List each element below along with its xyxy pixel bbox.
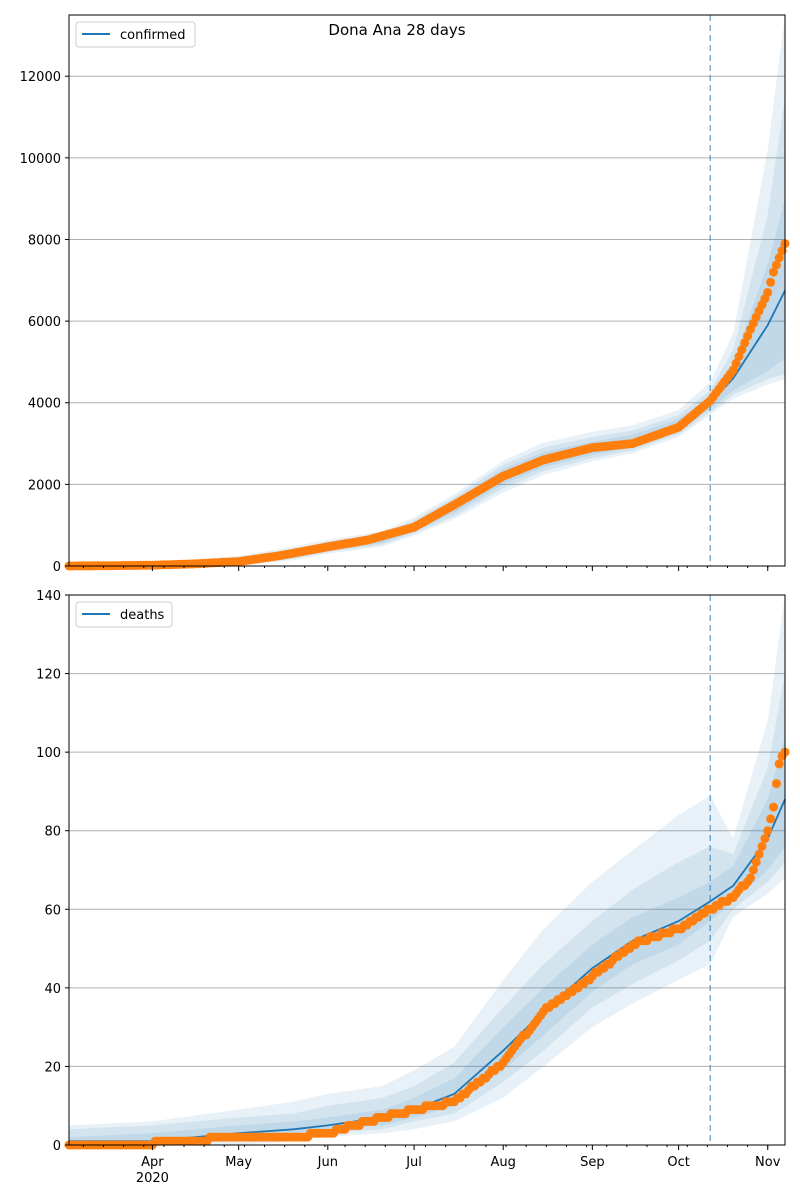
y-tick-label: 10000 bbox=[20, 152, 61, 167]
observed-point bbox=[751, 857, 761, 867]
observed-point bbox=[771, 779, 781, 789]
x-tick-label: May bbox=[225, 1155, 252, 1170]
observed-point bbox=[754, 849, 764, 859]
observed-point bbox=[757, 841, 767, 851]
y-tick-label: 40 bbox=[44, 982, 61, 997]
x-year-label: 2020 bbox=[136, 1171, 169, 1186]
panel-confirmed: 0 2000 4000 6000 8000 10000 12000 confirmed bbox=[20, 14, 790, 575]
legend-box-deaths bbox=[75, 601, 173, 628]
y-tick-label: 20 bbox=[44, 1060, 61, 1075]
x-axis-confirmed bbox=[82, 566, 769, 571]
x-tick-label: Aug bbox=[491, 1155, 516, 1170]
legend-label-deaths: deaths bbox=[120, 608, 165, 623]
y-axis-deaths: 0 20 40 60 80 100 120 140 bbox=[36, 589, 69, 1154]
observed-points-deaths bbox=[64, 747, 790, 1150]
x-tick-label: Jul bbox=[405, 1155, 422, 1170]
y-tick-label: 0 bbox=[53, 1139, 61, 1154]
y-tick-label: 100 bbox=[36, 746, 61, 761]
observed-point bbox=[740, 338, 750, 348]
grid-confirmed bbox=[69, 75, 785, 567]
observed-point bbox=[769, 267, 778, 277]
observed-point bbox=[763, 288, 773, 297]
y-tick-label: 12000 bbox=[20, 70, 61, 85]
axes-frame-deaths bbox=[68, 594, 786, 1146]
axes-frame-confirmed bbox=[68, 14, 786, 567]
observed-points-confirmed bbox=[64, 239, 790, 571]
observed-point bbox=[760, 834, 770, 844]
observed-point bbox=[728, 365, 738, 375]
chart-title: Dona Ana 28 days bbox=[328, 21, 466, 39]
observed-point bbox=[766, 814, 776, 824]
uncertainty-band bbox=[69, 96, 785, 566]
y-tick-label: 4000 bbox=[28, 397, 61, 412]
y-tick-label: 80 bbox=[44, 825, 61, 840]
y-tick-label: 120 bbox=[36, 668, 61, 683]
uncertainty-band bbox=[69, 15, 785, 566]
observed-point bbox=[771, 260, 781, 270]
bands-confirmed bbox=[69, 15, 785, 566]
y-tick-label: 2000 bbox=[28, 478, 61, 493]
observed-point bbox=[731, 358, 741, 368]
x-tick-label: Jun bbox=[317, 1155, 338, 1170]
observed-point bbox=[746, 873, 755, 883]
x-tick-label: Sep bbox=[580, 1155, 605, 1170]
y-tick-label: 60 bbox=[44, 903, 61, 918]
observed-point bbox=[774, 253, 784, 263]
legend-label-confirmed: confirmed bbox=[120, 28, 186, 43]
x-axis-deaths: Apr May Jun Jul Aug Sep Oct Nov 2020 bbox=[82, 1145, 781, 1186]
observed-point bbox=[763, 826, 773, 836]
y-axis-confirmed: 0 2000 4000 6000 8000 10000 12000 bbox=[20, 70, 69, 575]
observed-point bbox=[737, 345, 747, 355]
legend-box-confirmed bbox=[75, 21, 196, 48]
y-tick-label: 0 bbox=[53, 560, 61, 575]
x-tick-label: Nov bbox=[755, 1155, 781, 1170]
observed-point bbox=[766, 277, 776, 287]
observed-point bbox=[774, 759, 784, 769]
uncertainty-band bbox=[69, 673, 785, 1145]
x-tick-label: Apr bbox=[141, 1155, 164, 1170]
x-tick-label: Oct bbox=[667, 1155, 689, 1170]
observed-point bbox=[748, 865, 758, 875]
bands-deaths bbox=[69, 595, 785, 1145]
panel-deaths: 0 20 40 60 80 100 120 140 Apr May Jun Jul Aug Sep Oct… bbox=[36, 589, 790, 1186]
observed-point bbox=[734, 352, 744, 361]
observed-point bbox=[769, 802, 778, 812]
observed-point bbox=[777, 246, 787, 256]
observed-point bbox=[743, 331, 753, 341]
legend-deaths: deaths bbox=[75, 601, 173, 628]
y-tick-label: 8000 bbox=[28, 233, 61, 248]
uncertainty-band bbox=[69, 595, 785, 1145]
y-tick-label: 6000 bbox=[28, 315, 61, 330]
model-line-deaths bbox=[69, 798, 786, 1142]
y-tick-label: 140 bbox=[36, 589, 61, 604]
legend-confirmed: confirmed bbox=[75, 21, 196, 48]
